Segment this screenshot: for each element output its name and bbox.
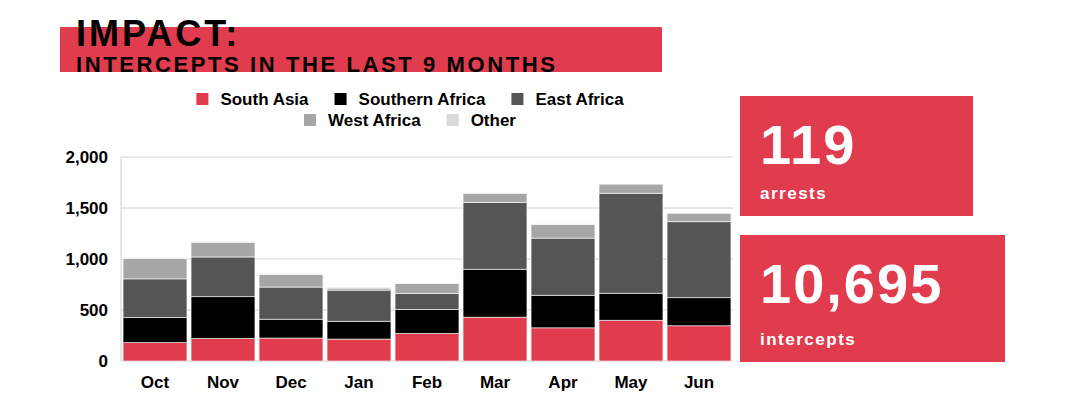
- x-tick-label: Feb: [412, 373, 442, 392]
- bar-segment: [259, 274, 323, 287]
- x-tick-label: Jan: [344, 373, 373, 392]
- stat-box: [740, 235, 1005, 362]
- bar-segment: [599, 320, 663, 361]
- legend-swatch: [196, 93, 208, 105]
- legend-item: West Africa: [304, 111, 421, 130]
- bar-segment: [123, 257, 187, 258]
- x-tick-label: Dec: [275, 373, 306, 392]
- bar-segment: [463, 269, 527, 317]
- bar-segment: [327, 287, 391, 288]
- bar-segment: [123, 279, 187, 318]
- y-tick-label: 1,000: [65, 250, 108, 269]
- y-axis-line: [121, 157, 122, 361]
- y-tick-label: 1,500: [65, 199, 108, 218]
- bar-segment: [327, 290, 391, 321]
- bar-segment: [599, 193, 663, 293]
- bar-segment: [463, 193, 527, 202]
- bar-segment: [531, 238, 595, 295]
- bar-segment: [531, 295, 595, 328]
- legend-swatch: [335, 93, 347, 105]
- chart: IMPACT:INTERCEPTS IN THE LAST 9 MONTHS 0 5…: [0, 0, 1066, 396]
- bar-segment: [667, 212, 731, 214]
- bar-segment: [531, 223, 595, 225]
- legend-item: South Asia: [196, 90, 309, 109]
- bar-segment: [531, 224, 595, 238]
- bar-segment: [327, 339, 391, 361]
- bar-segment: [395, 309, 459, 333]
- x-tick-label: Nov: [207, 373, 240, 392]
- bar-segment: [395, 282, 459, 284]
- y-tick-label: 0: [99, 352, 108, 371]
- bar-segment: [191, 241, 255, 243]
- legend-label: West Africa: [328, 111, 421, 130]
- x-tick-label: Jun: [684, 373, 714, 392]
- bar-segment: [123, 258, 187, 278]
- legend-swatch: [304, 114, 316, 126]
- x-tick-label: Oct: [141, 373, 170, 392]
- legend-label: Other: [471, 111, 517, 130]
- bar-segment: [395, 333, 459, 361]
- bar-segment: [463, 317, 527, 361]
- bar-segment: [667, 222, 731, 298]
- legend-swatch: [511, 93, 523, 105]
- bar-segment: [667, 298, 731, 326]
- legend-label: East Africa: [535, 90, 624, 109]
- title: IMPACT:: [76, 13, 240, 54]
- bar-segment: [259, 287, 323, 319]
- x-tick-label: Mar: [480, 373, 511, 392]
- bar-segment: [531, 328, 595, 361]
- bar-segment: [191, 297, 255, 339]
- legend-swatch: [447, 114, 459, 126]
- legend-label: South Asia: [220, 90, 309, 109]
- legend-item: Other: [447, 111, 517, 130]
- y-tick-label: 500: [80, 301, 108, 320]
- bar-segment: [191, 257, 255, 297]
- bar-segment: [259, 319, 323, 338]
- bar-segment: [395, 283, 459, 293]
- y-tick-label: 2,000: [65, 148, 108, 167]
- stat-value: 119: [760, 113, 856, 176]
- bar-segment: [259, 273, 323, 275]
- bar-segment: [327, 288, 391, 290]
- bar-segment: [191, 339, 255, 361]
- bars: [123, 184, 731, 361]
- legend-label: Southern Africa: [359, 90, 486, 109]
- bar-segment: [395, 294, 459, 310]
- bar-segment: [123, 318, 187, 343]
- x-tick-label: May: [614, 373, 648, 392]
- bar-segment: [463, 192, 527, 194]
- x-tick-label: Apr: [548, 373, 578, 392]
- legend-item: East Africa: [511, 90, 624, 109]
- subtitle: INTERCEPTS IN THE LAST 9 MONTHS: [76, 52, 558, 77]
- stat-label: arrests: [760, 184, 827, 203]
- bar-segment: [599, 183, 663, 185]
- stat-box: [740, 96, 973, 216]
- bar-segment: [191, 242, 255, 257]
- stat-label: intercepts: [760, 330, 856, 349]
- stat-value: 10,695: [760, 252, 943, 315]
- bar-segment: [123, 343, 187, 361]
- bar-segment: [599, 184, 663, 193]
- bar-segment: [327, 321, 391, 339]
- bar-segment: [667, 326, 731, 361]
- bar-segment: [599, 293, 663, 320]
- bar-segment: [667, 213, 731, 222]
- bar-segment: [259, 338, 323, 361]
- bar-segment: [463, 202, 527, 269]
- legend-item: Southern Africa: [335, 90, 486, 109]
- grid-line: [121, 157, 733, 158]
